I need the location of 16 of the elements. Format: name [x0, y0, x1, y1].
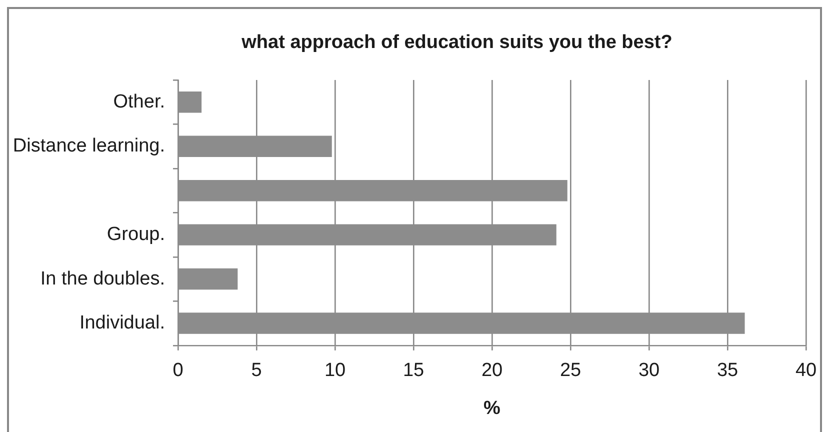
- x-tick-label: 15: [402, 360, 424, 382]
- y-tick-label: Distance learning.: [12, 136, 165, 157]
- x-tick-label: 25: [560, 360, 582, 382]
- y-tick-label: Group.: [106, 224, 165, 246]
- x-axis-title: %: [484, 398, 501, 419]
- x-tick-label: 40: [795, 360, 817, 382]
- x-tick-label: 10: [324, 360, 346, 382]
- x-tick-label: 20: [481, 360, 503, 382]
- chart-title: what approach of education suits you the best?: [240, 32, 672, 54]
- x-tick-label: 5: [251, 360, 262, 382]
- y-tick-label: In the doubles.: [40, 268, 165, 290]
- x-tick-label: 35: [716, 360, 738, 382]
- x-tick-label: 30: [638, 360, 660, 382]
- y-tick-label: Other.: [113, 91, 165, 112]
- x-tick-label: 0: [172, 360, 184, 382]
- y-tick-label: Individual.: [79, 312, 165, 334]
